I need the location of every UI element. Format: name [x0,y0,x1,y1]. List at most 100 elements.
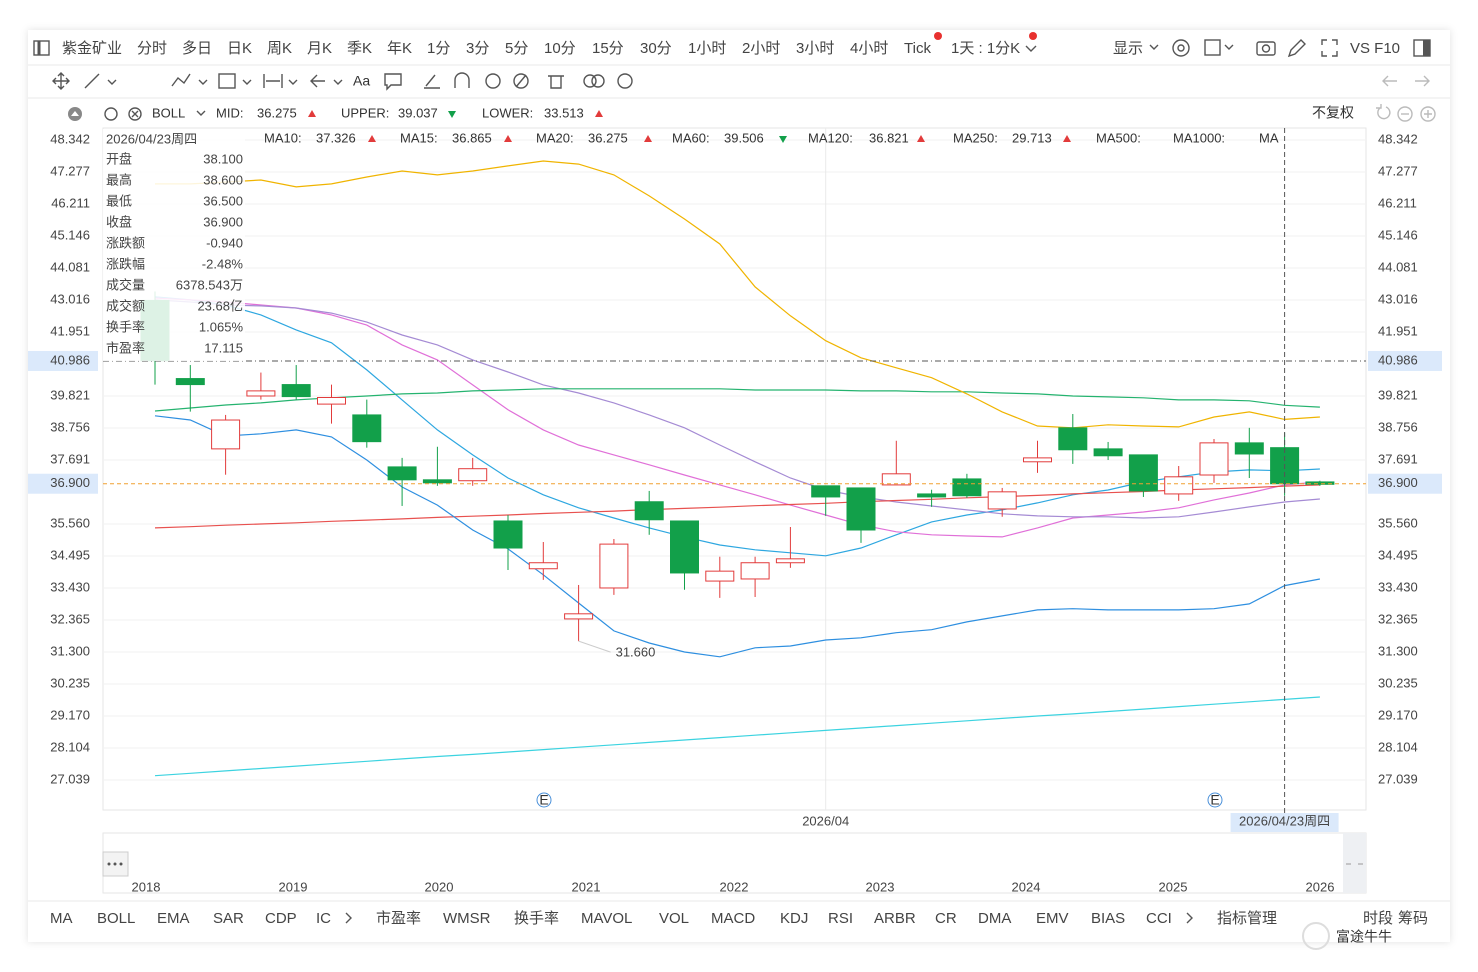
navigator-year: 2025 [1159,879,1188,894]
indicator-tab[interactable]: EMV [1036,910,1069,927]
indicator-line [154,296,1320,557]
event-marker[interactable] [1207,792,1223,808]
tool-settings[interactable] [617,73,633,89]
period-tab[interactable]: 1天 : 1分K [951,40,1020,57]
measure-tool[interactable] [263,74,283,88]
indicator-tab[interactable]: SAR [213,910,244,927]
display-menu[interactable]: 显示 [1113,40,1143,57]
period-tab[interactable]: 1小时 [688,40,726,57]
indicator-tab[interactable]: CCI [1146,910,1172,927]
indicator-tab[interactable]: MACD [711,910,755,927]
indicator-tab[interactable]: 换手率 [514,910,559,927]
y-tick-label-right: 31.300 [1378,643,1418,658]
chevron[interactable] [288,79,298,85]
settings-icon [1177,44,1185,52]
indicator-tab[interactable]: RSI [828,910,853,927]
navigator-handle[interactable] [1343,833,1366,893]
navigator[interactable] [102,832,1367,894]
trend-arrow [504,135,512,142]
chevron[interactable] [196,110,206,116]
chevron[interactable] [107,79,117,85]
scroll-right[interactable] [1186,912,1193,924]
text-tool[interactable]: Aa [353,73,370,89]
period-tab[interactable]: 日K [227,40,252,57]
period-tab[interactable]: 年K [387,40,412,57]
period-tab[interactable]: 季K [347,40,372,57]
compare-tool[interactable] [583,74,597,88]
candle-body [1128,454,1158,492]
indicator-tab[interactable]: BOLL [97,910,135,927]
indicator-tab[interactable]: 市盈率 [376,910,421,927]
indicator-close[interactable] [128,107,142,121]
magnet-tool[interactable] [454,72,470,88]
chevron[interactable] [242,79,252,85]
chevron[interactable] [198,79,208,85]
layout-icon[interactable] [1204,39,1221,56]
indicator-tab[interactable]: BIAS [1091,910,1125,927]
indicator-tab[interactable]: DMA [978,910,1011,927]
reset-icon[interactable] [1376,104,1391,120]
period-tab[interactable]: 2小时 [742,40,780,57]
chevron[interactable] [1025,45,1037,52]
indicator-tab[interactable]: WMSR [443,910,491,927]
period-tab[interactable]: 周K [267,40,292,57]
period-tab[interactable]: 30分 [640,40,672,57]
indicator-settings[interactable] [104,107,118,121]
stock-name[interactable]: 紫金矿业 [62,40,122,57]
legend-name: MA15: [400,130,438,145]
move-tool[interactable] [52,72,70,90]
indicator-tab[interactable]: MAVOL [581,910,632,927]
note-tool[interactable] [384,73,402,91]
arrow-tool[interactable] [310,74,325,88]
wave-tool[interactable] [171,73,191,87]
period-tab[interactable]: 多日 [182,40,212,57]
line-tool[interactable] [84,73,100,89]
event-marker[interactable] [536,792,552,808]
period-tab[interactable]: 1分 [427,40,450,57]
indicator-tab[interactable]: CR [935,910,957,927]
sync-tool[interactable] [485,73,501,89]
indicator-tab[interactable]: EMA [157,910,190,927]
undo[interactable] [1382,75,1397,87]
fib-tool[interactable] [218,73,236,89]
settings-icon[interactable] [1172,39,1190,57]
redo[interactable] [1415,75,1430,87]
hide-tool[interactable] [513,73,529,89]
indicator-tab[interactable]: CDP [265,910,297,927]
period-tab[interactable]: 4小时 [850,40,888,57]
indicator-tab[interactable]: ARBR [874,910,916,927]
indicator-tab[interactable]: MA [50,910,73,927]
period-tab[interactable]: 月K [307,40,332,57]
period-tab[interactable]: 10分 [544,40,576,57]
period-tab[interactable]: 分时 [137,40,167,57]
sidebar-toggle[interactable] [33,40,50,56]
vs-f10[interactable]: VS F10 [1350,40,1400,57]
indicator-tab[interactable]: 筹码 [1398,910,1428,927]
indicator-tab[interactable]: 指标管理 [1217,910,1277,927]
brush-tool[interactable] [424,74,440,89]
period-tab[interactable]: 15分 [592,40,624,57]
legend-value: 36.275 [257,105,297,120]
fullscreen-icon[interactable] [1321,39,1338,57]
chevron[interactable] [1224,44,1234,50]
period-tab[interactable]: 3分 [466,40,489,57]
y-tick-label: 29.170 [50,707,90,722]
period-tab[interactable]: 3小时 [796,40,834,57]
zoom-in[interactable] [1420,106,1436,122]
indicator-tab[interactable]: 时段 [1363,910,1393,927]
indicator-close [131,110,139,118]
delete-tool[interactable] [548,75,564,89]
camera-icon[interactable] [1256,41,1276,56]
chevron[interactable] [1149,44,1159,50]
indicator-tab[interactable]: KDJ [780,910,808,927]
zoom-out[interactable] [1397,106,1413,122]
pen-icon[interactable] [1287,39,1306,58]
indicator-tab[interactable]: IC [316,910,331,927]
y-tick-label-right: 34.495 [1378,547,1418,562]
chevron[interactable] [333,79,343,85]
period-tab[interactable]: Tick [904,40,931,57]
scroll-right[interactable] [345,912,352,924]
period-tab[interactable]: 5分 [505,40,528,57]
price-adjust[interactable]: 不复权 [1312,105,1354,121]
indicator-tab[interactable]: VOL [659,910,689,927]
